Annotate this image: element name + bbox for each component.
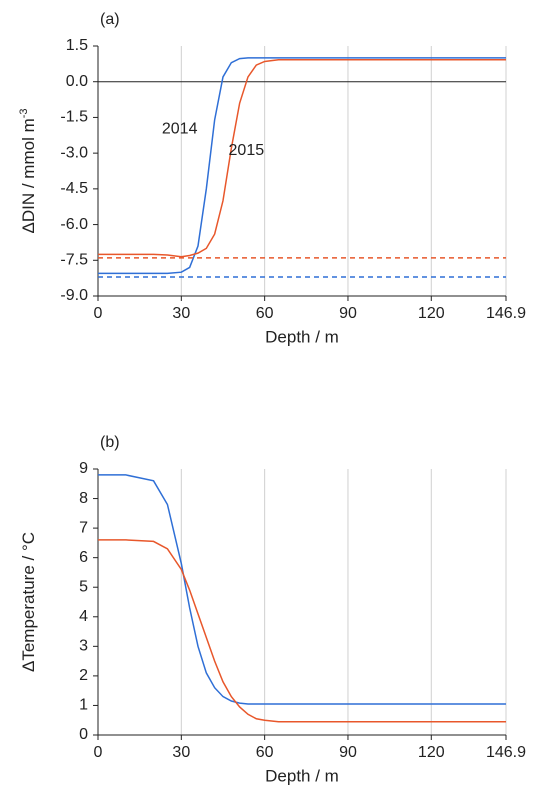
y-axis-label-superscript: -3 <box>18 108 30 118</box>
x-tick-label: 146.9 <box>486 305 526 322</box>
y-tick-label: -4.5 <box>60 180 88 197</box>
y-tick-label: 8 <box>79 490 88 507</box>
y-axis-label-text: ΔDIN / mmol m <box>19 118 38 233</box>
annotation: 2014 <box>162 121 198 138</box>
y-tick-label: 1 <box>79 697 88 714</box>
x-tick-label: 120 <box>418 305 445 322</box>
annotation: 2015 <box>229 142 265 159</box>
data-line <box>98 57 506 275</box>
y-tick-label: 5 <box>79 578 88 595</box>
y-axis-label: ΔDIN / mmol m-3 <box>18 108 39 233</box>
y-tick-label: -7.5 <box>60 252 88 269</box>
x-tick-label: 30 <box>172 744 190 761</box>
y-axis-label: ΔTemperature / °C <box>19 532 38 672</box>
x-tick-label: 60 <box>256 744 274 761</box>
y-axis-label-text: ΔTemperature / °C <box>19 532 38 672</box>
y-tick-label: -9.0 <box>60 287 88 304</box>
y-tick-label: 0.0 <box>66 73 88 90</box>
x-axis-label: Depth / m <box>265 327 339 346</box>
panel-label: (a) <box>100 11 120 28</box>
y-tick-label: 3 <box>79 638 88 655</box>
data-line <box>98 474 506 705</box>
y-tick-label: 2 <box>79 667 88 684</box>
data-line <box>98 539 506 723</box>
y-tick-label: -6.0 <box>60 216 88 233</box>
x-tick-label: 90 <box>339 744 357 761</box>
x-tick-label: 90 <box>339 305 357 322</box>
x-tick-label: 146.9 <box>486 744 526 761</box>
y-tick-label: 1.5 <box>66 37 88 54</box>
x-tick-label: 120 <box>418 744 445 761</box>
y-tick-label: 0 <box>79 726 88 743</box>
y-tick-label: 9 <box>79 460 88 477</box>
y-tick-label: 7 <box>79 519 88 536</box>
x-tick-label: 30 <box>172 305 190 322</box>
data-line <box>98 59 506 258</box>
panel-label: (b) <box>100 434 120 451</box>
y-tick-label: -3.0 <box>60 144 88 161</box>
y-tick-label: 4 <box>79 608 88 625</box>
x-tick-label: 60 <box>256 305 274 322</box>
y-tick-label: 6 <box>79 549 88 566</box>
x-tick-label: 0 <box>94 744 103 761</box>
y-tick-label: -1.5 <box>60 109 88 126</box>
x-axis-label: Depth / m <box>265 766 339 785</box>
x-tick-label: 0 <box>94 305 103 322</box>
